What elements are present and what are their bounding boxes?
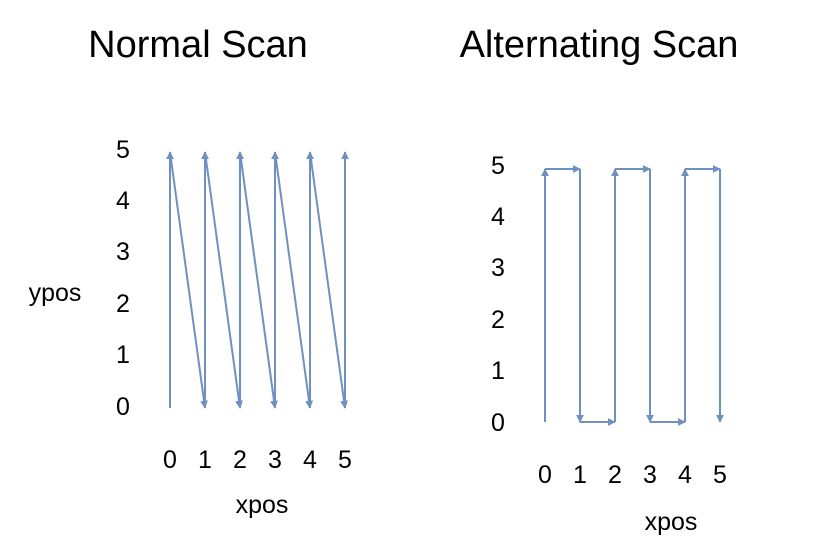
alternating-y-tick-4: 4 bbox=[491, 203, 505, 231]
normal-scan-panel: Normal Scan ypos xpos 0 1 2 3 4 5 0 1 2 … bbox=[29, 24, 352, 519]
normal-scan-y-ticks: 0 1 2 3 4 5 bbox=[116, 136, 130, 421]
alternating-x-tick-0: 0 bbox=[538, 461, 552, 489]
normal-x-tick-0: 0 bbox=[163, 446, 177, 474]
normal-y-tick-1: 1 bbox=[116, 341, 130, 369]
normal-x-tick-5: 5 bbox=[338, 446, 352, 474]
alternating-y-tick-1: 1 bbox=[491, 357, 505, 385]
normal-scan-arrow-6 bbox=[239, 151, 278, 409]
normal-scan-x-ticks: 0 1 2 3 4 5 bbox=[163, 446, 352, 474]
normal-y-tick-3: 3 bbox=[116, 238, 130, 266]
alternating-x-tick-3: 3 bbox=[643, 461, 657, 489]
alternating-scan-arrows bbox=[541, 165, 724, 426]
normal-scan-arrow-4 bbox=[204, 151, 243, 409]
normal-scan-arrow-8 bbox=[274, 151, 313, 409]
normal-y-tick-0: 0 bbox=[116, 393, 130, 421]
alternating-y-tick-2: 2 bbox=[491, 306, 505, 334]
alternating-y-tick-0: 0 bbox=[491, 409, 505, 437]
alternating-y-tick-5: 5 bbox=[491, 152, 505, 180]
alternating-scan-x-ticks: 0 1 2 3 4 5 bbox=[538, 461, 727, 489]
normal-y-tick-5: 5 bbox=[116, 136, 130, 164]
normal-y-tick-4: 4 bbox=[116, 187, 130, 215]
normal-x-tick-3: 3 bbox=[268, 446, 282, 474]
normal-x-tick-2: 2 bbox=[233, 446, 247, 474]
normal-y-tick-2: 2 bbox=[116, 290, 130, 318]
normal-scan-arrows bbox=[166, 151, 349, 409]
normal-scan-arrow-2 bbox=[169, 151, 208, 409]
normal-scan-ylabel: ypos bbox=[29, 279, 82, 307]
alternating-y-tick-3: 3 bbox=[491, 254, 505, 282]
alternating-x-tick-5: 5 bbox=[713, 461, 727, 489]
alternating-x-tick-1: 1 bbox=[573, 461, 587, 489]
normal-x-tick-4: 4 bbox=[303, 446, 317, 474]
normal-scan-arrow-10 bbox=[309, 151, 348, 409]
alternating-scan-title: Alternating Scan bbox=[460, 24, 739, 66]
normal-scan-title: Normal Scan bbox=[88, 24, 308, 66]
normal-scan-xlabel: xpos bbox=[236, 491, 289, 519]
alternating-scan-y-ticks: 0 1 2 3 4 5 bbox=[491, 152, 505, 437]
alternating-scan-xlabel: xpos bbox=[645, 508, 698, 536]
alternating-x-tick-2: 2 bbox=[608, 461, 622, 489]
normal-x-tick-1: 1 bbox=[198, 446, 212, 474]
alternating-x-tick-4: 4 bbox=[678, 461, 692, 489]
alternating-scan-panel: Alternating Scan xpos 0 1 2 3 4 5 0 1 2 … bbox=[460, 24, 739, 536]
